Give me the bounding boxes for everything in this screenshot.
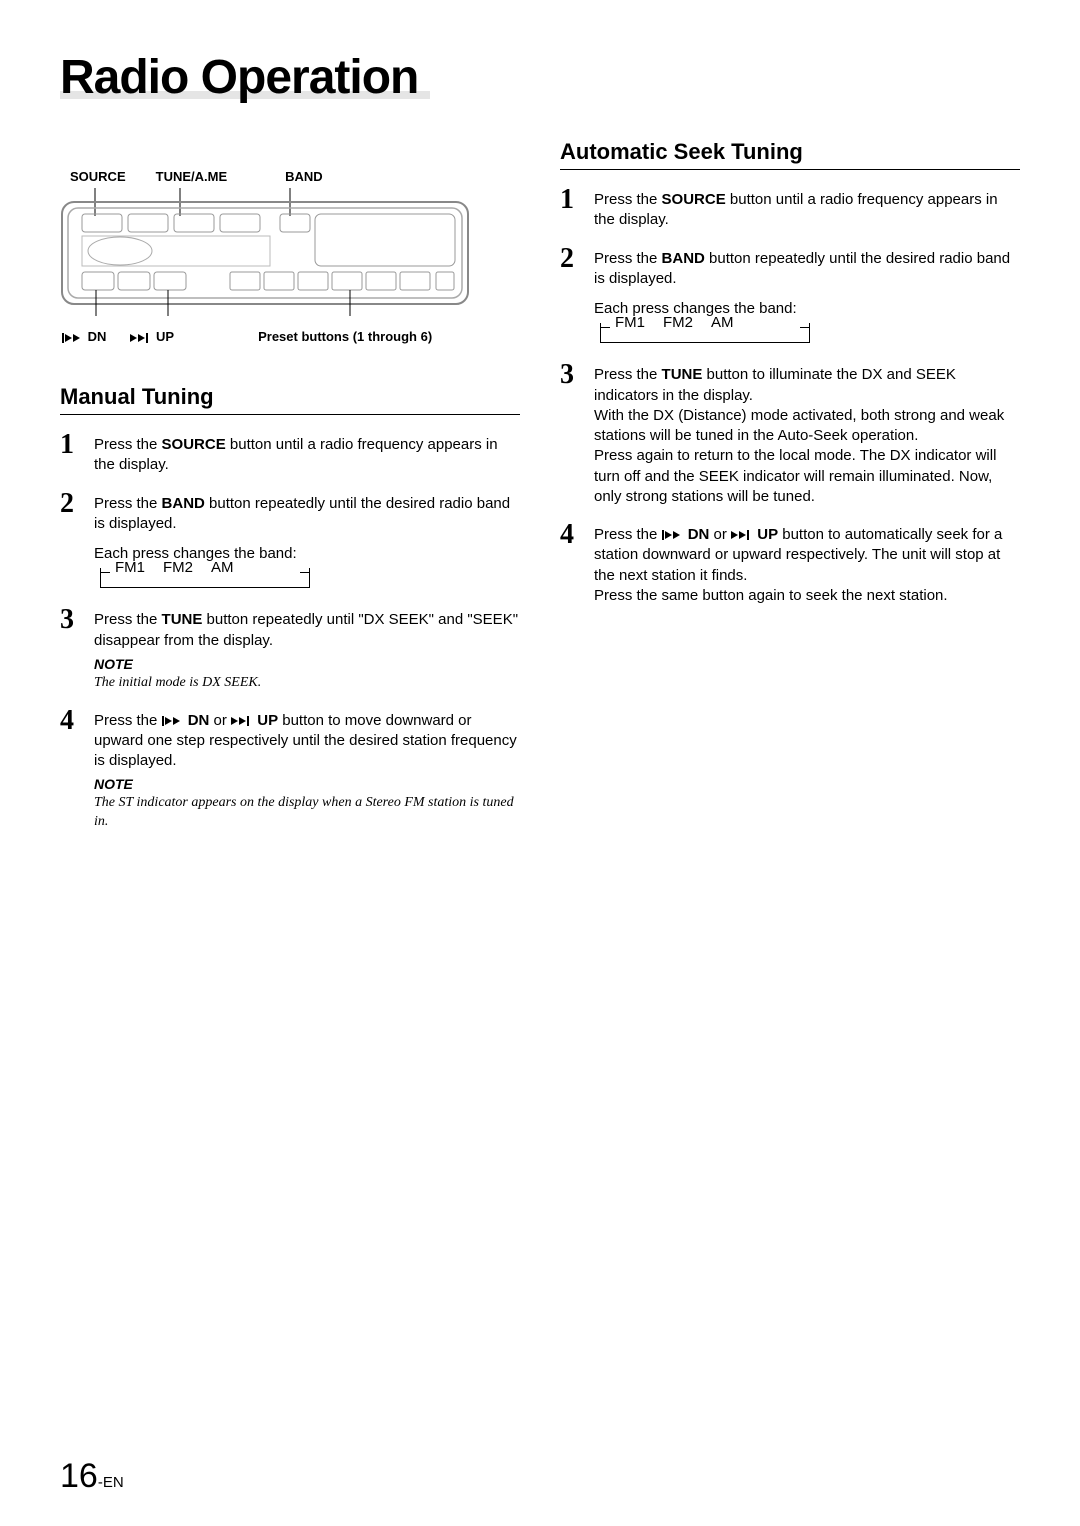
next-icon [231,716,253,726]
page-number-main: 16 [60,1457,98,1495]
diagram-top-labels: SOURCE TUNE/A.ME BAND [60,169,520,184]
band-cycle-diagram: FM1 FM2 AM [600,323,810,343]
label-up: UP [130,329,174,344]
radio-illustration [60,188,470,318]
band-fm1: FM1 [615,313,645,333]
left-column: SOURCE TUNE/A.ME BAND [60,139,520,846]
band-am: AM [711,313,734,333]
manual-tuning-title: Manual Tuning [60,384,520,415]
note-body: The ST indicator appears on the display … [94,794,520,832]
band-fm2: FM2 [663,313,693,333]
step-body: Press the BAND button repeatedly until t… [594,245,1020,348]
band-cycle-diagram: FM1 FM2 AM [100,568,310,588]
prev-icon [62,333,84,343]
step-number: 1 [560,186,582,214]
page-number: 16-EN [60,1457,124,1496]
label-dn: DN [62,329,106,344]
step-number: 3 [560,361,582,389]
step-number: 4 [60,707,82,735]
manual-step-2: 2 Press the BAND button repeatedly until… [60,490,520,593]
step-body: Press the TUNE button repeatedly until "… [94,606,520,692]
auto-step-4: 4 Press the DN or UP button to automatic… [560,521,1020,606]
auto-step-2: 2 Press the BAND button repeatedly until… [560,245,1020,348]
step-number: 2 [60,490,82,518]
auto-step-3: 3 Press the TUNE button to illuminate th… [560,361,1020,507]
prev-icon [162,716,184,726]
auto-seek-title: Automatic Seek Tuning [560,139,1020,170]
band-am: AM [211,558,234,578]
next-icon [130,333,152,343]
step-body: Press the SOURCE button until a radio fr… [94,431,520,476]
page-title: Radio Operation [60,50,418,105]
note-heading: NOTE [94,775,520,794]
note-body: The initial mode is DX SEEK. [94,674,520,693]
page-number-suffix: -EN [98,1474,124,1491]
auto-step-1: 1 Press the SOURCE button until a radio … [560,186,1020,231]
step-number: 3 [60,606,82,634]
content-columns: SOURCE TUNE/A.ME BAND [60,139,1020,846]
manual-step-4: 4 Press the DN or UP button to move down… [60,707,520,832]
step-body: Press the BAND button repeatedly until t… [94,490,520,593]
step-body: Press the TUNE button to illuminate the … [594,361,1020,507]
step-body: Press the SOURCE button until a radio fr… [594,186,1020,231]
band-cycle-box: Each press changes the band: FM1 FM2 AM [594,299,1020,343]
prev-icon [662,530,684,540]
manual-step-3: 3 Press the TUNE button repeatedly until… [60,606,520,692]
step-body: Press the DN or UP button to automatical… [594,521,1020,606]
label-preset: Preset buttons (1 through 6) [258,329,432,344]
note-heading: NOTE [94,655,520,674]
step-number: 2 [560,245,582,273]
step-number: 1 [60,431,82,459]
band-fm1: FM1 [115,558,145,578]
step-number: 4 [560,521,582,549]
next-icon [731,530,753,540]
band-box-label: Each press changes the band: [94,544,520,564]
label-source: SOURCE [70,169,126,184]
label-tune: TUNE/A.ME [156,169,228,184]
radio-diagram: SOURCE TUNE/A.ME BAND [60,169,520,344]
band-fm2: FM2 [163,558,193,578]
band-cycle-box: Each press changes the band: FM1 FM2 AM [94,544,520,588]
step-body: Press the DN or UP button to move downwa… [94,707,520,832]
manual-step-1: 1 Press the SOURCE button until a radio … [60,431,520,476]
band-box-label: Each press changes the band: [594,299,1020,319]
label-band: BAND [285,169,323,184]
right-column: Automatic Seek Tuning 1 Press the SOURCE… [560,139,1020,846]
diagram-bottom-labels: DN UP Preset buttons (1 through 6) [60,329,520,344]
